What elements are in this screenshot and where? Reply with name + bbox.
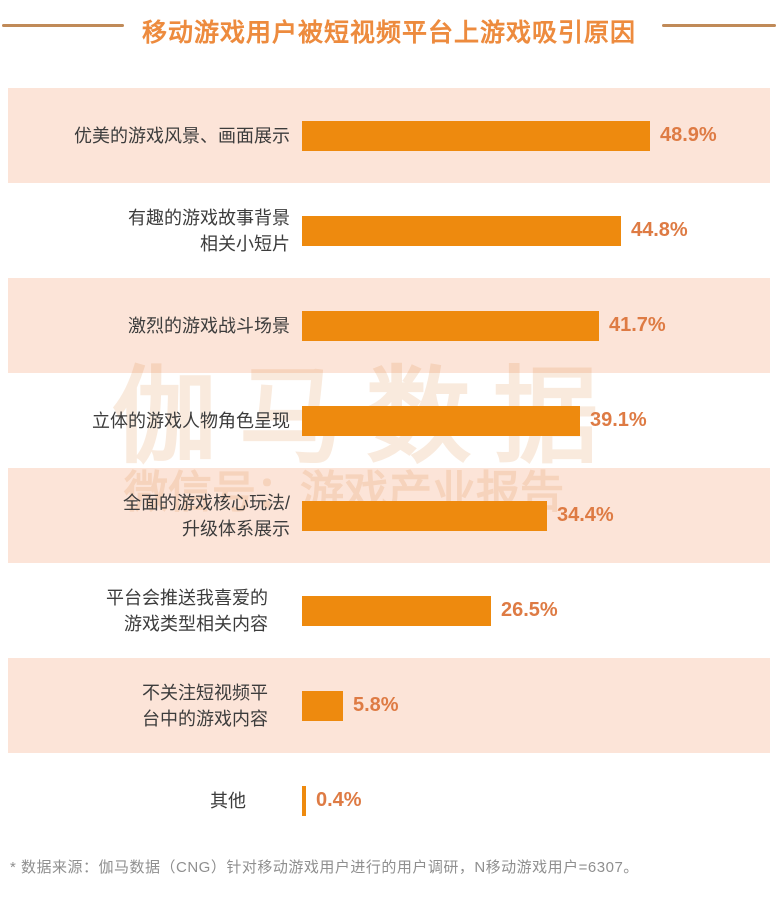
- bar: [302, 500, 547, 531]
- value-label: 26.5%: [501, 599, 558, 621]
- title-right-dash: [662, 24, 776, 27]
- chart-row: 立体的游戏人物角色呈现 39.1%: [8, 373, 770, 468]
- bar: [302, 310, 599, 341]
- value-label: 44.8%: [631, 219, 688, 241]
- value-label: 0.4%: [316, 789, 362, 811]
- category-label: 有趣的游戏故事背景 相关小短片: [128, 207, 290, 254]
- bar: [302, 120, 650, 151]
- category-label: 平台会推送我喜爱的 游戏类型相关内容: [106, 587, 268, 634]
- bar: [302, 785, 306, 816]
- value-label: 48.9%: [660, 124, 717, 146]
- chart-row: 其他 0.4%: [8, 753, 770, 848]
- category-label: 立体的游戏人物角色呈现: [92, 410, 290, 431]
- chart-row: 有趣的游戏故事背景 相关小短片 44.8%: [8, 183, 770, 278]
- source-footnote: * 数据来源：伽马数据（CNG）针对移动游戏用户进行的用户调研，N移动游戏用户=…: [10, 859, 639, 876]
- category-label: 全面的游戏核心玩法/ 升级体系展示: [122, 492, 290, 539]
- chart-row: 优美的游戏风景、画面展示 48.9%: [8, 88, 770, 183]
- chart-row: 平台会推送我喜爱的 游戏类型相关内容 26.5%: [8, 563, 770, 658]
- category-label: 激烈的游戏战斗场景: [128, 315, 290, 336]
- value-label: 5.8%: [353, 694, 399, 716]
- chart-header: 移动游戏用户被短视频平台上游戏吸引原因: [0, 0, 778, 88]
- title-left-dash: [2, 24, 124, 27]
- value-label: 41.7%: [609, 314, 666, 336]
- category-label: 其他: [210, 790, 246, 811]
- bar: [302, 405, 580, 436]
- bar-chart: 优美的游戏风景、画面展示 48.9% 有趣的游戏故事背景 相关小短片 44.8%…: [0, 88, 778, 848]
- chart-row: 全面的游戏核心玩法/ 升级体系展示 34.4%: [8, 468, 770, 563]
- category-label: 优美的游戏风景、画面展示: [74, 125, 290, 146]
- bar: [302, 690, 343, 721]
- chart-row: 激烈的游戏战斗场景 41.7%: [8, 278, 770, 373]
- value-label: 34.4%: [557, 504, 614, 526]
- category-label: 不关注短视频平 台中的游戏内容: [142, 682, 268, 729]
- bar: [302, 595, 491, 626]
- value-label: 39.1%: [590, 409, 647, 431]
- chart-row: 不关注短视频平 台中的游戏内容 5.8%: [8, 658, 770, 753]
- chart-title: 移动游戏用户被短视频平台上游戏吸引原因: [141, 19, 636, 47]
- bar: [302, 215, 621, 246]
